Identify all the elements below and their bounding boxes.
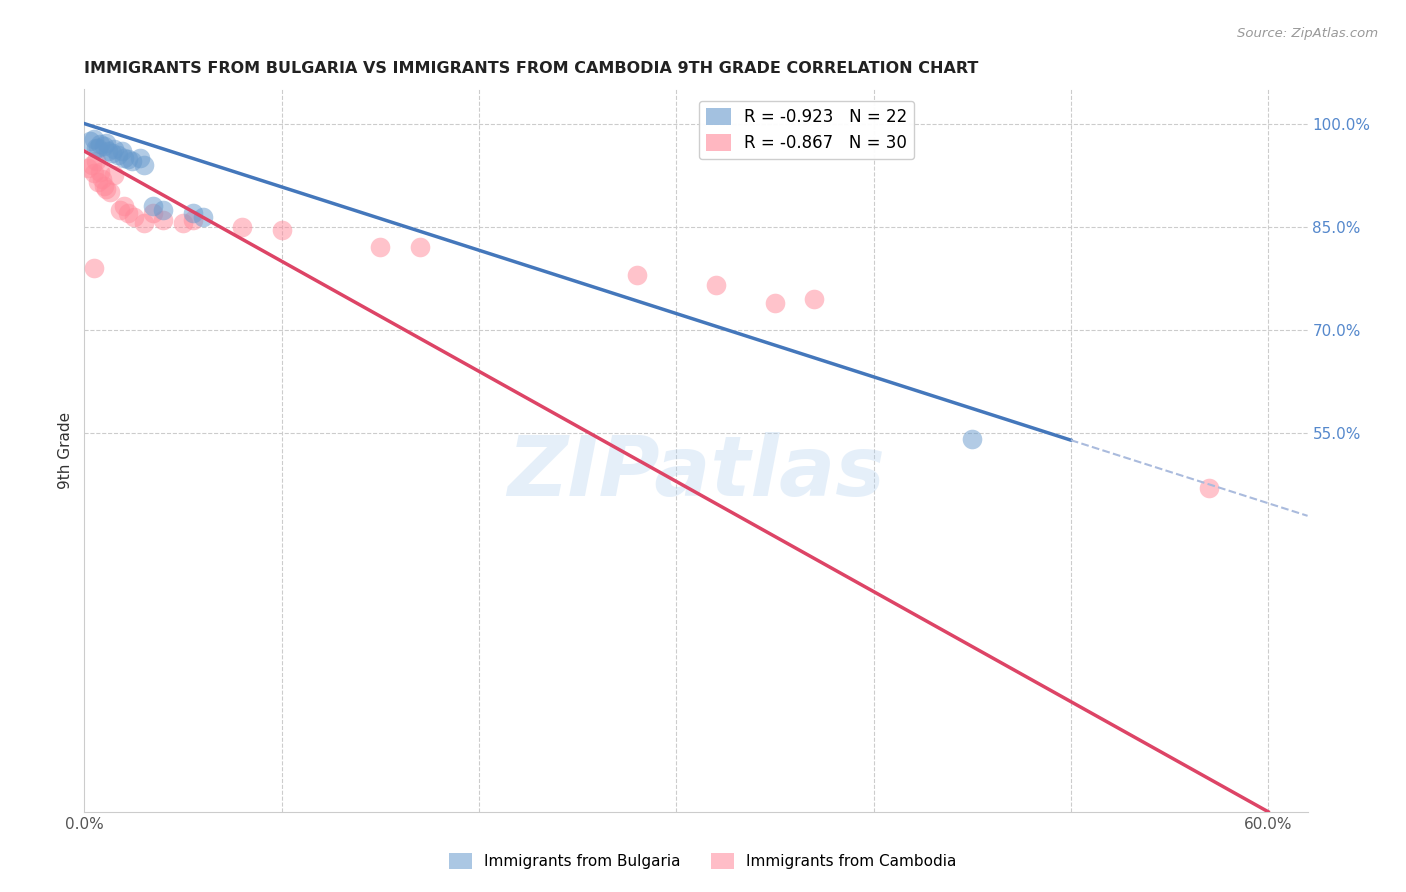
Point: [626, 268, 648, 282]
Point: [181, 206, 204, 220]
Point: [191, 210, 214, 224]
Text: Source: ZipAtlas.com: Source: ZipAtlas.com: [1237, 27, 1378, 40]
Point: [87, 141, 110, 155]
Point: [101, 145, 124, 160]
Point: [117, 153, 139, 167]
Point: [231, 219, 253, 234]
Point: [83, 132, 105, 146]
Point: [97, 144, 120, 158]
Point: [83, 261, 105, 276]
Point: [368, 240, 391, 254]
Point: [93, 178, 115, 193]
Text: IMMIGRANTS FROM BULGARIA VS IMMIGRANTS FROM CAMBODIA 9TH GRADE CORRELATION CHART: IMMIGRANTS FROM BULGARIA VS IMMIGRANTS F…: [84, 61, 979, 76]
Point: [1198, 481, 1220, 495]
Point: [82, 158, 104, 172]
Point: [122, 210, 145, 224]
Point: [91, 171, 114, 186]
Point: [128, 151, 150, 165]
Point: [94, 182, 117, 196]
Point: [121, 154, 143, 169]
Point: [107, 147, 129, 161]
Text: ZIPatlas: ZIPatlas: [508, 432, 884, 513]
Point: [803, 292, 825, 306]
Y-axis label: 9th Grade: 9th Grade: [58, 412, 73, 489]
Point: [112, 151, 135, 165]
Point: [77, 161, 100, 176]
Point: [83, 166, 105, 180]
Point: [172, 216, 194, 230]
Point: [89, 165, 111, 179]
Legend: R = -0.923   N = 22, R = -0.867   N = 30: R = -0.923 N = 22, R = -0.867 N = 30: [699, 101, 914, 159]
Point: [89, 137, 111, 152]
Point: [94, 136, 117, 150]
Point: [132, 158, 155, 172]
Point: [93, 138, 115, 153]
Point: [270, 223, 292, 237]
Point: [960, 432, 983, 446]
Point: [409, 240, 432, 254]
Point: [152, 202, 174, 217]
Point: [98, 186, 121, 200]
Point: [142, 199, 165, 213]
Point: [181, 213, 204, 227]
Point: [142, 206, 165, 220]
Point: [111, 144, 134, 158]
Point: [112, 199, 135, 213]
Point: [117, 206, 139, 220]
Point: [108, 202, 131, 217]
Legend: Immigrants from Bulgaria, Immigrants from Cambodia: Immigrants from Bulgaria, Immigrants fro…: [443, 847, 963, 875]
Point: [84, 154, 107, 169]
Point: [103, 168, 125, 182]
Point: [152, 213, 174, 227]
Point: [79, 134, 101, 148]
Point: [704, 278, 727, 293]
Point: [763, 295, 786, 310]
Point: [132, 216, 155, 230]
Point: [87, 175, 110, 189]
Point: [103, 142, 125, 156]
Point: [84, 141, 107, 155]
